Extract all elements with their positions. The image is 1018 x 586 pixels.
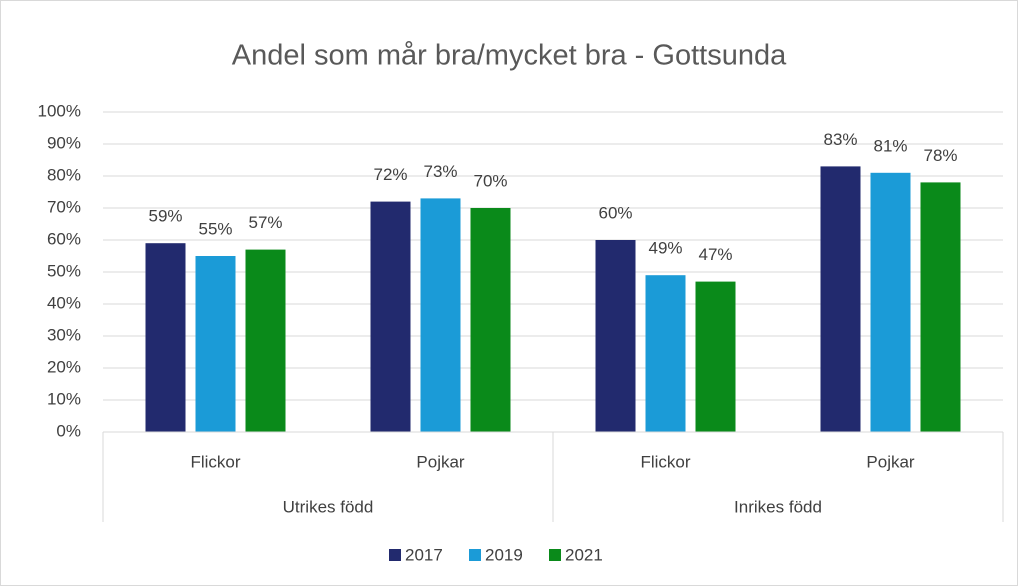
y-tick-label: 20% — [47, 357, 81, 376]
y-tick-label: 60% — [47, 229, 81, 248]
bar — [470, 208, 511, 432]
legend-swatch — [389, 549, 401, 561]
legend-label: 2017 — [405, 545, 443, 564]
bar — [245, 249, 286, 432]
data-label: 70% — [473, 171, 507, 190]
y-tick-label: 10% — [47, 389, 81, 408]
y-tick-label: 0% — [56, 421, 81, 440]
data-label: 57% — [248, 213, 282, 232]
data-label: 47% — [698, 245, 732, 264]
y-tick-label: 40% — [47, 293, 81, 312]
group-label: Utrikes född — [283, 497, 374, 516]
legend-swatch — [549, 549, 561, 561]
data-label: 78% — [923, 146, 957, 165]
data-label: 59% — [148, 207, 182, 226]
bar — [195, 256, 236, 432]
legend-label: 2019 — [485, 545, 523, 564]
bar — [695, 281, 736, 432]
bar — [870, 172, 911, 433]
legend-label: 2021 — [565, 545, 603, 564]
bar — [595, 240, 636, 432]
chart-title: Andel som mår bra/mycket bra - Gottsunda — [232, 40, 787, 72]
bar — [420, 198, 461, 432]
group-label: Inrikes född — [734, 497, 822, 516]
bar — [145, 243, 186, 432]
bar — [370, 201, 411, 432]
y-tick-label: 50% — [47, 261, 81, 280]
y-tick-label: 70% — [47, 197, 81, 216]
data-label: 81% — [873, 136, 907, 155]
bar — [645, 275, 686, 432]
data-label: 55% — [198, 219, 232, 238]
legend-swatch — [469, 549, 481, 561]
x-tick-label: Pojkar — [866, 452, 915, 471]
bar — [920, 182, 961, 432]
y-tick-label: 80% — [47, 165, 81, 184]
x-tick-label: Flickor — [190, 452, 240, 471]
data-label: 60% — [598, 203, 632, 222]
data-label: 49% — [648, 239, 682, 258]
bar — [820, 166, 861, 432]
y-tick-label: 90% — [47, 133, 81, 152]
y-tick-label: 30% — [47, 325, 81, 344]
data-label: 73% — [423, 162, 457, 181]
data-label: 83% — [823, 130, 857, 149]
x-tick-label: Pojkar — [416, 452, 465, 471]
data-label: 72% — [373, 165, 407, 184]
x-tick-label: Flickor — [640, 452, 690, 471]
y-tick-label: 100% — [38, 101, 81, 120]
